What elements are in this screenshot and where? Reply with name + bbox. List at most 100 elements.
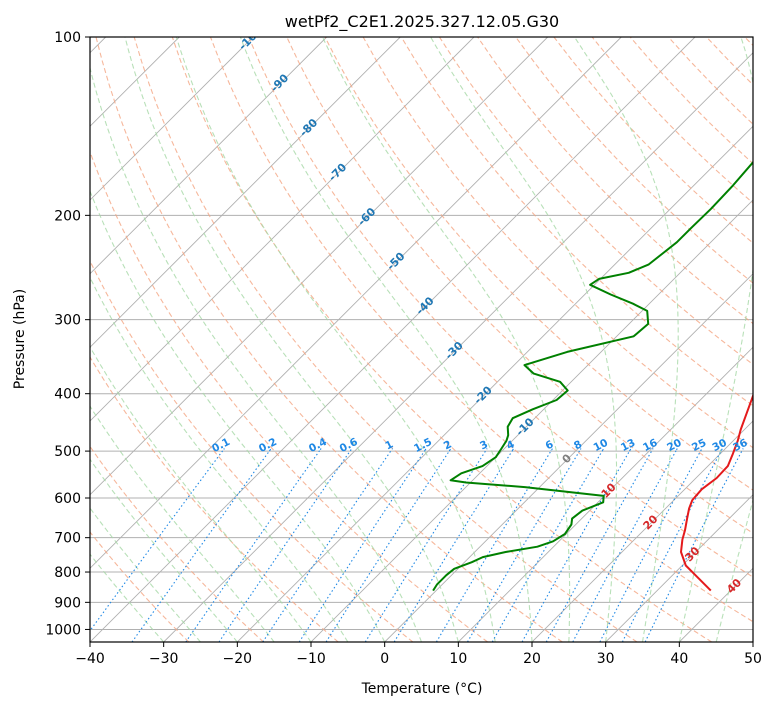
mixing-ratio-line [185,448,322,642]
isotherm-label: -30 [443,339,466,362]
sounding-series [432,160,753,592]
moist-adiabat-line [90,345,312,642]
dry-adiabat-line [438,37,753,366]
isotherm-line [310,199,753,642]
moist-adiabat-line [322,37,571,642]
moist-adiabat-line [715,498,753,642]
mixing-ratio-label: 3 [478,438,490,452]
x-tick-label: −20 [223,651,253,667]
y-tick-label: 600 [54,491,81,507]
mixing-ratio-label: 2 [442,438,454,452]
y-tick-label: 400 [54,387,81,403]
moist-adiabat-line [90,65,423,642]
y-tick-label: 100 [54,30,81,46]
dry-adiabat-line [90,445,264,642]
dewpoint-line [432,160,753,592]
moist-adiabat-line [90,189,386,642]
moist-adiabat-line [430,37,618,642]
x-axis-label: Temperature (°C) [361,681,483,697]
y-tick-label: 300 [54,313,81,329]
mixing-ratio-line [521,448,632,642]
moist-adiabat-line [90,507,201,642]
y-tick-label: 900 [54,595,81,611]
isotherm-label: -60 [355,205,378,228]
mixing-ratio-label: 0.2 [257,436,279,455]
temperature-line [680,392,753,592]
x-tick-label: 10 [449,651,467,667]
moist-adiabat-line [90,458,238,642]
mixing-ratio-line [467,448,582,642]
x-tick-label: 30 [597,651,615,667]
mixing-ratio-line [325,448,452,642]
isotherm-line [605,494,753,642]
moist-adiabat-line [239,37,533,642]
dry-adiabat-line [324,37,753,491]
y-tick-label: 200 [54,208,81,224]
moist-adiabat-line [90,276,349,642]
y-tick-label: 500 [54,444,81,460]
isotherm-line [531,420,753,642]
mixing-ratio-line [131,448,272,642]
isotherm-line [752,641,753,642]
dry-adiabat-line [90,259,414,642]
dry-adiabat-line [667,37,753,125]
dry-adiabat-line [515,37,753,284]
y-tick-label: 800 [54,565,81,581]
isotherm-label: -10 [513,415,536,438]
isotherm-line [457,346,753,642]
mixing-ratio-label: 1 [383,438,395,452]
mixing-ratio-line [545,448,654,642]
dry-adiabat-line [90,356,339,642]
isotherm-line [90,37,622,569]
mixing-ratio-label: 1.5 [412,436,434,455]
mixing-ratio-line [572,448,678,642]
isotherm-label: 20 [641,512,661,532]
dry-adiabat-line [90,150,488,642]
dry-adiabat-line [209,37,753,623]
x-tick-label: −10 [296,651,326,667]
dry-adiabat-line [400,37,753,407]
mixing-ratio-label: 8 [572,438,584,452]
isotherm-label: -20 [472,383,495,406]
isotherm-gridlines [90,37,753,642]
mixing-ratio-line [90,448,225,632]
mixing-ratio-label: 0.6 [338,436,360,455]
isotherm-label: -70 [326,160,349,183]
chart-title: wetPf2_C2E1.2025.327.12.05.G30 [285,12,559,32]
y-axis-label: Pressure (hPa) [12,289,28,389]
mixing-ratio-line [644,448,744,642]
mixing-ratio-label: 20 [665,437,683,454]
y-tick-label: 700 [54,531,81,547]
mixing-ratio-line [364,448,488,642]
isotherm-line [90,37,328,275]
y-tick-label: 1000 [45,622,81,638]
isotherm-line [90,37,696,642]
isotherm-label: -90 [268,71,291,94]
dry-adiabat-line [706,37,753,86]
mixing-ratio-lines [90,448,744,642]
dry-adiabat-line [95,37,563,642]
mixing-ratio-label: 0.4 [307,436,329,455]
mixing-ratio-label: 4 [505,438,517,452]
isotherm-label: -50 [384,250,407,273]
moist-adiabat-line [574,37,679,642]
mixing-ratio-label: 13 [619,437,637,454]
moist-adiabat-line [124,37,459,642]
mixing-ratio-label: 30 [710,437,728,454]
isotherm-label: 40 [724,576,744,596]
axes: −40 −30 −20 −10 0 10 20 30 40 5010020030040050060… [45,30,762,667]
isotherm-line [163,52,753,642]
x-tick-label: 50 [744,651,762,667]
mixing-ratio-label: 10 [591,437,609,454]
mixing-ratio-label: 36 [731,437,749,454]
dry-adiabat-line [248,37,753,578]
moist-adiabats [90,37,753,642]
isotherm-label: 0 [560,451,575,466]
dry-adiabat-line [744,37,753,47]
isotherm-line [384,273,753,642]
isotherm-line [236,125,753,642]
mixing-ratio-line [262,448,393,642]
moist-adiabat-line [90,405,275,642]
dry-adiabat-line [171,37,712,642]
